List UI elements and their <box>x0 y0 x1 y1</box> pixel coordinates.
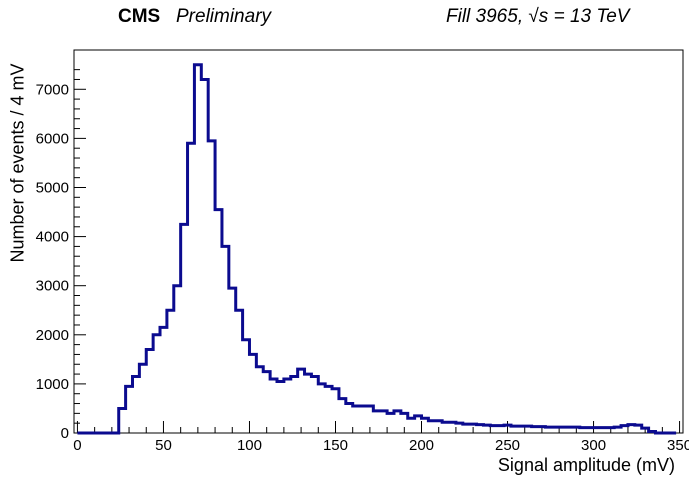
y-tick-label: 7000 <box>36 81 69 98</box>
experiment-label: CMS <box>118 6 161 27</box>
y-tick-label: 2000 <box>36 327 69 344</box>
x-tick-label: 150 <box>323 437 348 454</box>
x-tick-label: 300 <box>581 437 606 454</box>
y-tick-label: 5000 <box>36 179 69 196</box>
y-tick-label: 3000 <box>36 278 69 295</box>
y-tick-label: 6000 <box>36 130 69 147</box>
histogram-line <box>77 63 677 435</box>
x-tick-label: 350 <box>667 437 689 454</box>
x-tick-label: 0 <box>73 437 81 454</box>
x-tick-label: 50 <box>155 437 172 454</box>
y-axis-label: Number of events / 4 mV <box>7 63 28 263</box>
axis-ticks: 0 50 100 150 200 250 300 350 0 1000 2000 3000 4000 50… <box>36 69 689 454</box>
x-axis-label: Signal amplitude (mV) <box>497 455 675 475</box>
status-label: Preliminary <box>176 6 272 27</box>
y-tick-label: 4000 <box>36 229 69 246</box>
y-tick-label: 0 <box>61 425 69 442</box>
y-tick-label: 1000 <box>36 376 69 393</box>
plot-frame <box>73 49 684 434</box>
run-info-label: Fill 3965, √s = 13 TeV <box>446 6 630 27</box>
x-tick-label: 200 <box>409 437 434 454</box>
x-tick-label: 250 <box>495 437 520 454</box>
x-tick-label: 100 <box>237 437 262 454</box>
